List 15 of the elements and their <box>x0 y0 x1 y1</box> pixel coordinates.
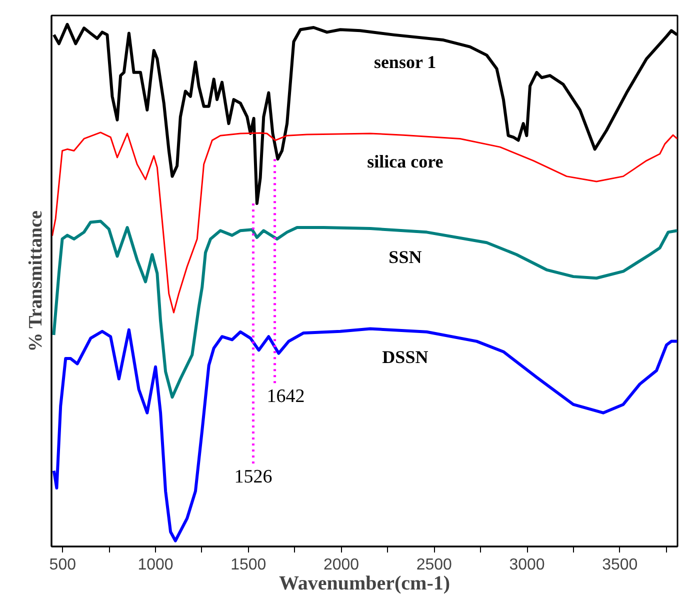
series-label: DSSN <box>382 346 428 367</box>
x-tick-label: 1000 <box>138 556 174 574</box>
x-tick-label: 2500 <box>416 556 452 574</box>
x-tick-label: 1500 <box>230 556 266 574</box>
x-tick-label: 500 <box>49 556 76 574</box>
x-tick-label: 3000 <box>509 556 545 574</box>
annotation: 1526 <box>234 466 272 488</box>
series-label: silica core <box>367 151 444 172</box>
x-tick-label: 3500 <box>602 556 638 574</box>
x-axis-title: Wavenumber(cm-1) <box>278 572 450 594</box>
y-axis-title: % Transmittance <box>26 210 46 352</box>
x-tick-label: 2000 <box>323 556 360 574</box>
series-label: SSN <box>388 246 422 267</box>
series-label: sensor 1 <box>374 52 436 72</box>
annotation: 1642 <box>266 386 305 407</box>
